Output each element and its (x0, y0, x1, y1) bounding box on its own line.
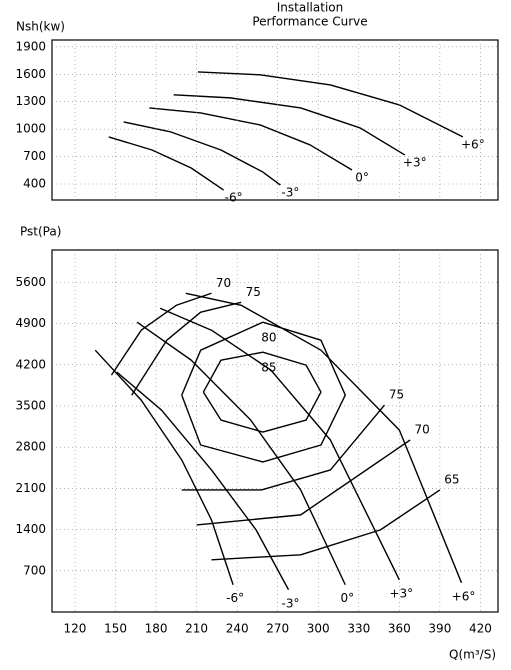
chart-title: Performance Curve (252, 15, 367, 29)
plot-frame (51, 249, 499, 613)
x-axis-label: Q(m³/S) (449, 648, 496, 662)
x-tick-label: 360 (388, 622, 411, 636)
curve-label: 65 (444, 472, 459, 486)
curve-label: +3° (403, 155, 427, 169)
y-tick-label: 1600 (15, 67, 46, 81)
curve-label: -3° (281, 186, 299, 200)
x-tick-label: 300 (307, 622, 330, 636)
curve-label: 0° (355, 171, 369, 185)
y-tick-label: 2800 (15, 440, 46, 454)
y-axis-label: Pst(Pa) (20, 225, 61, 239)
curve-label: 70 (216, 276, 231, 290)
x-tick-label: 420 (469, 622, 492, 636)
x-tick-label: 270 (266, 622, 289, 636)
y-tick-label: 700 (23, 563, 46, 577)
curve-label: 75 (246, 285, 261, 299)
efficiency-curve (181, 321, 346, 463)
plot-frame (51, 39, 499, 201)
y-tick-label: 700 (23, 149, 46, 163)
y-tick-label: 4900 (15, 316, 46, 330)
y-tick-label: 1000 (15, 122, 46, 136)
curve-label: 80 (261, 331, 276, 345)
curve-label: 70 (415, 423, 430, 437)
x-tick-label: 330 (347, 622, 370, 636)
curve (185, 292, 463, 584)
curve (123, 121, 281, 186)
curve (173, 94, 406, 156)
curve (149, 107, 353, 171)
x-tick-label: 390 (428, 622, 451, 636)
x-tick-label: 150 (104, 622, 127, 636)
x-tick-label: 210 (185, 622, 208, 636)
curve-label: -6° (226, 591, 244, 605)
curve-label: -3° (282, 596, 300, 610)
curve (159, 307, 400, 581)
efficiency-curve (131, 301, 386, 491)
y-tick-label: 1900 (15, 39, 46, 53)
curve-label: 75 (389, 388, 404, 402)
y-axis-label: Nsh(kw) (16, 20, 65, 34)
curve-label: +6° (452, 589, 476, 603)
curve (116, 371, 290, 591)
efficiency-curve (110, 292, 411, 526)
y-tick-label: 4200 (15, 357, 46, 371)
x-tick-label: 180 (145, 622, 168, 636)
curve-label: 85 (261, 361, 276, 375)
y-tick-label: 2100 (15, 481, 46, 495)
y-tick-label: 5600 (15, 275, 46, 289)
curve (197, 71, 464, 138)
efficiency-curve (202, 351, 322, 433)
curve-label: -6° (225, 191, 243, 205)
curve (94, 349, 234, 585)
y-tick-label: 1300 (15, 94, 46, 108)
curve-label: +3° (389, 586, 413, 600)
efficiency-curve (211, 489, 441, 561)
x-tick-label: 120 (64, 622, 87, 636)
curve (136, 321, 346, 586)
curve-label: 0° (340, 591, 354, 605)
y-tick-label: 3500 (15, 398, 46, 412)
curve-label: +6° (461, 137, 485, 151)
x-tick-label: 240 (226, 622, 249, 636)
curve (108, 136, 225, 191)
chart-title: Installation (277, 1, 343, 15)
y-tick-label: 400 (23, 177, 46, 191)
y-tick-label: 1400 (15, 522, 46, 536)
